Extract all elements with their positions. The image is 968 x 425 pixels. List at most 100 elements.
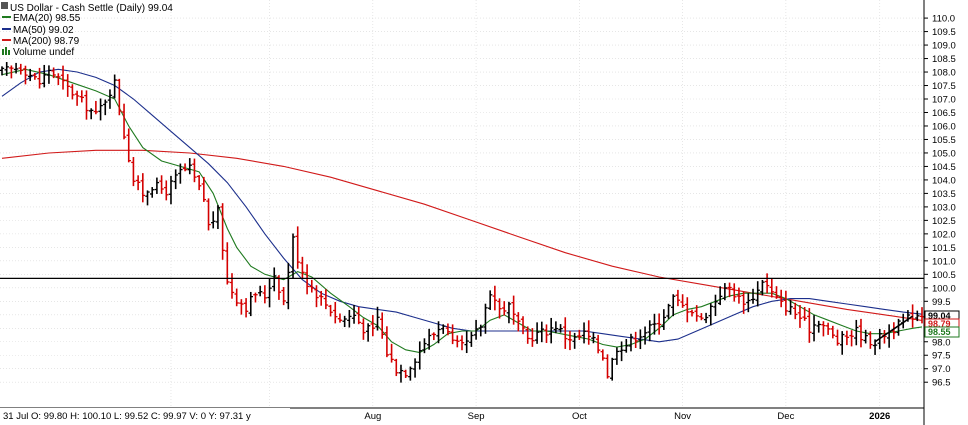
y-tick-label: 97.0 <box>932 364 951 375</box>
ohlc-bar <box>398 364 404 383</box>
ohlc-bar <box>408 366 413 381</box>
ohlc-bar <box>347 309 352 328</box>
ohlc-bar <box>830 325 836 339</box>
legend-entry-ma50: MA(50) 99.02 <box>13 25 74 36</box>
y-tick-label: 109.5 <box>932 27 956 38</box>
ohlc-bar <box>835 329 840 346</box>
ohlc-bar <box>708 303 713 326</box>
ohlc-bar <box>600 349 606 361</box>
ohlc-bar <box>229 273 235 299</box>
ohlc-bar <box>286 262 291 310</box>
ohlc-bar <box>267 278 272 308</box>
ohlc-bar <box>520 316 526 335</box>
ohlc-bar <box>572 332 577 349</box>
ohlc-bar <box>487 290 493 310</box>
ohlc-bar <box>703 312 709 324</box>
ohlc-bar <box>455 335 460 348</box>
ohlc-bar <box>680 294 685 308</box>
y-tick-label: 96.5 <box>932 378 951 389</box>
ohlc-bar <box>206 198 211 231</box>
legend: US Dollar - Cash Settle (Daily) 99.04 EM… <box>1 2 173 58</box>
ohlc-bar <box>131 157 136 187</box>
ohlc-bar <box>281 287 286 306</box>
ohlc-bar <box>70 84 75 100</box>
y-axis: 96.597.097.598.098.599.099.5100.0100.510… <box>923 0 956 425</box>
ohlc-bar <box>262 285 268 304</box>
ohlc-bar <box>9 65 14 79</box>
ohlc-bar <box>483 303 488 334</box>
ohlc-bar <box>656 313 662 335</box>
ohlc-bar <box>722 283 728 301</box>
y-tick-label: 102.5 <box>932 216 956 227</box>
y-tick-label: 110.0 <box>932 14 955 25</box>
ohlc-bar <box>774 286 779 299</box>
ohlc-bar <box>732 283 737 302</box>
ohlc-bar <box>666 303 671 319</box>
ohlc-bar <box>88 108 94 120</box>
ohlc-bar <box>741 292 746 314</box>
ohlc-bar <box>164 180 169 201</box>
ohlc-bar <box>863 329 868 344</box>
ohlc-bar <box>685 297 690 323</box>
ohlc-bar <box>534 322 540 344</box>
ma50-line <box>1 68 923 343</box>
last-value-label: 99.04 <box>928 311 951 321</box>
ohlc-bar <box>478 324 483 337</box>
ohlc-bar <box>318 290 324 306</box>
price-bars <box>0 62 925 383</box>
ohlc-bar <box>755 281 760 307</box>
ohlc-bar <box>412 358 418 378</box>
ohlc-bar <box>811 315 817 342</box>
ohlc-bar <box>394 358 399 377</box>
ohlc-bar <box>107 89 113 109</box>
y-tick-label: 105.5 <box>932 135 956 146</box>
volume-bars-icon <box>2 47 10 55</box>
ohlc-bar <box>915 310 920 322</box>
ohlc-bar <box>544 324 549 343</box>
ohlc-bar <box>290 233 296 279</box>
ohlc-bar <box>98 98 103 121</box>
ohlc-bar <box>849 330 854 347</box>
ohlc-bar <box>220 203 225 260</box>
trend-line-group <box>874 315 914 343</box>
y-tick-label: 108.5 <box>932 54 956 65</box>
ohlc-bar <box>638 329 643 350</box>
ohlc-bar <box>56 73 61 86</box>
last-value-label: 98.79 <box>928 319 951 329</box>
ohlc-bar <box>342 315 347 328</box>
ohlc-bar <box>459 335 465 351</box>
ohlc-bar <box>793 302 798 320</box>
ohlc-bar <box>506 301 512 324</box>
ohlc-bar <box>182 163 188 172</box>
ohlc-bar <box>896 318 901 336</box>
ema20-line <box>1 68 923 354</box>
ohlc-bar <box>671 294 676 317</box>
ohlc-bar <box>854 319 859 346</box>
ohlc-bar <box>23 65 28 85</box>
ohlc-bar <box>595 334 601 354</box>
ohlc-bar <box>375 306 380 331</box>
ohlc-bar <box>689 309 695 317</box>
ohlc-bar <box>211 211 216 229</box>
ohlc-bar <box>497 298 502 319</box>
ohlc-bar <box>225 242 230 285</box>
ohlc-bar <box>548 317 554 344</box>
ohlc-bar <box>295 226 300 269</box>
ohlc-bar <box>173 169 178 190</box>
ohlc-bar <box>112 74 117 99</box>
ma50-swatch <box>2 28 11 30</box>
trend-line[interactable] <box>874 315 914 343</box>
chart-title: US Dollar - Cash Settle (Daily) 99.04 <box>10 3 173 14</box>
last-value-badge: 98.55 <box>924 326 960 338</box>
ohlc-bar <box>196 175 202 191</box>
ohlc-bar <box>403 369 408 379</box>
ohlc-bar <box>46 65 52 84</box>
ohlc-bar <box>539 321 544 343</box>
ohlc-bar <box>910 304 915 328</box>
y-tick-label: 97.5 <box>932 351 951 362</box>
ohlc-bar <box>27 68 33 82</box>
ohlc-bar <box>234 288 239 307</box>
x-tick-label: Sep <box>468 411 485 422</box>
